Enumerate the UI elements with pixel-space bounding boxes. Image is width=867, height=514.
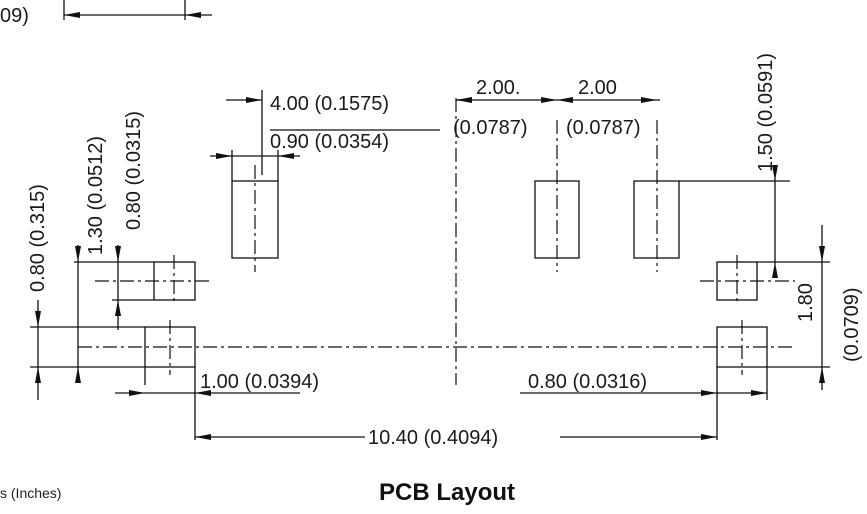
dim-top-left-partial: 09)	[0, 5, 29, 27]
dim-pitch-left-b: (0.0787)	[453, 117, 528, 139]
dim-right-v1: 1.80	[795, 283, 817, 322]
dim-right-vertical-top: 1.50 (0.0591)	[755, 53, 777, 172]
dim-pad-length: 4.00 (0.1575)	[270, 93, 389, 115]
dim-left-v2: 1.30 (0.0512)	[85, 136, 107, 255]
dim-overall-width: 10.40 (0.4094)	[368, 427, 498, 449]
dim-right-v2: (0.0709)	[841, 288, 863, 363]
arrow	[64, 12, 80, 18]
dim-pitch-right-a: 2.00	[578, 77, 617, 99]
dim-right-h: 0.80 (0.0316)	[528, 371, 647, 393]
caption: PCB Layout	[379, 479, 515, 506]
units-note: s (Inches)	[0, 485, 61, 501]
dim-pad-width: 0.90 (0.0354)	[270, 131, 389, 153]
dim-left-v3: 0.80 (0.0315)	[123, 111, 145, 230]
dim-left-h: 1.00 (0.0394)	[200, 371, 319, 393]
arrow	[185, 12, 201, 18]
dim-pitch-right-b: (0.0787)	[566, 117, 641, 139]
dim-pitch-left-a: 2.00.	[476, 77, 520, 99]
dim-left-v1: 0.80 (0.315)	[27, 184, 49, 292]
